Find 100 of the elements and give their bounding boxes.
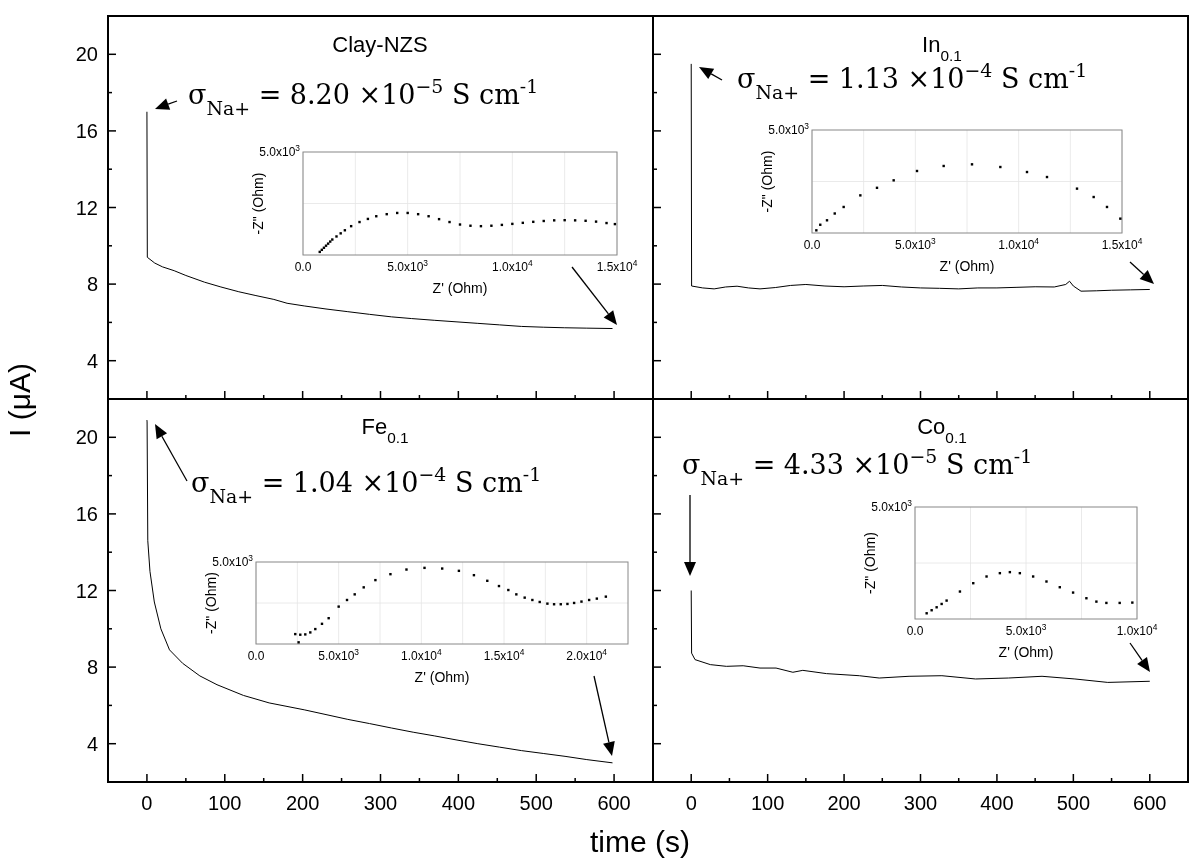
point: [458, 223, 462, 226]
x-tick-label: 1.5x10$^{4}$: [596, 258, 638, 274]
point: [942, 164, 945, 168]
x-tick-label: 500: [1056, 792, 1091, 814]
point: [1085, 597, 1088, 600]
point: [925, 612, 928, 615]
x-axis-title: Z' (Ohm): [414, 669, 470, 685]
x-tick-label: 0: [685, 792, 697, 814]
x-axis-title: Z' (Ohm): [998, 644, 1054, 660]
point: [815, 229, 818, 232]
x-tick-label: 1.0x10$^{4}$: [1116, 622, 1158, 638]
point: [1092, 195, 1095, 199]
point: [935, 606, 938, 609]
x-tick-label: 200: [285, 792, 320, 814]
point: [580, 600, 583, 603]
y-tick-label: 20: [75, 426, 98, 449]
point: [1045, 580, 1048, 583]
line-series: [146, 419, 614, 764]
x-tick-label: 1.0x10$^{4}$: [400, 647, 443, 663]
point: [523, 596, 526, 599]
text: Clay-NZS: [332, 32, 428, 57]
x-tick-label: 0.0: [803, 238, 821, 252]
point: [553, 219, 556, 222]
annotation: σ$_{Na+}$ = 1.04 ×10$^{−4}$ S cm$^{-1}$: [191, 463, 542, 507]
point: [358, 220, 361, 224]
point: [1105, 601, 1108, 605]
point: [605, 221, 608, 225]
x-tick-label: 200: [827, 792, 861, 814]
point: [604, 595, 608, 598]
point: [1071, 591, 1075, 594]
y-axis-title: -Z" (Ohm): [759, 150, 775, 213]
x-tick-label: 600: [1133, 792, 1167, 814]
point: [339, 232, 342, 235]
x-tick-label: 1.0x10$^{4}$: [491, 258, 534, 274]
point: [945, 599, 948, 602]
point: [999, 165, 1002, 169]
point: [985, 575, 988, 578]
point: [1118, 601, 1121, 605]
point: [490, 224, 493, 227]
point: [958, 590, 962, 593]
point: [566, 602, 569, 606]
x-tick-label: 0.0: [906, 624, 924, 638]
annotation: σ$_{Na+}$ = 8.20 ×10$^{−5}$ S cm$^{-1}$: [188, 75, 539, 119]
x-tick-label: 1.5x10$^{4}$: [483, 647, 525, 663]
annotation: 5.0x10$^{3}$: [259, 143, 301, 159]
x-tick-label: 400: [441, 792, 476, 814]
point: [389, 572, 392, 576]
x-tick-label: 100: [208, 792, 242, 814]
x-tick-label: 5.0x10$^{3}$: [387, 258, 429, 274]
y-tick-label: 16: [75, 119, 98, 142]
x-tick-label: 300: [363, 792, 398, 814]
point: [374, 578, 377, 582]
x-tick-label: 300: [903, 792, 938, 814]
point: [448, 220, 451, 224]
x-tick-label: 600: [597, 792, 631, 814]
y-axis-title: -Z" (Ohm): [862, 532, 878, 594]
x-tick-label: 2.0x10$^{4}$: [566, 647, 608, 663]
point: [842, 205, 845, 209]
x-tick-label: 5.0x10$^{3}$: [894, 236, 937, 252]
annotation: 5.0x10$^{3}$: [871, 498, 913, 514]
text: In$_{0.1}$: [922, 32, 962, 64]
point: [327, 616, 330, 620]
x-tick-label: 5.0x10$^{3}$: [1005, 622, 1047, 638]
y-tick-label: 8: [86, 273, 98, 296]
point: [573, 219, 577, 222]
point: [970, 163, 974, 166]
point: [335, 235, 338, 238]
point: [1031, 575, 1035, 578]
x-axis-title: time (s): [590, 825, 690, 858]
x-tick-label: 100: [750, 792, 785, 814]
point: [940, 602, 943, 606]
point: [309, 631, 312, 634]
y-axis-title: I (μA): [3, 363, 36, 437]
point: [515, 593, 518, 596]
y-tick-label: 4: [86, 349, 98, 372]
annotation: 5.0x10$^{3}$: [768, 121, 810, 137]
x-tick-label: 1.0x10$^{4}$: [998, 236, 1040, 252]
y-axis-title: -Z" (Ohm): [250, 172, 266, 235]
point: [314, 627, 317, 631]
y-tick-label: 20: [75, 43, 98, 66]
point: [531, 598, 534, 602]
point: [859, 194, 862, 197]
x-tick-label: 0.0: [294, 260, 312, 274]
y-tick-label: 12: [75, 579, 98, 602]
y-axis-title: -Z" (Ohm): [203, 572, 219, 634]
point: [833, 212, 836, 215]
x-tick-label: 0: [141, 792, 153, 814]
text: Co$_{0.1}$: [917, 414, 967, 446]
point: [405, 568, 408, 571]
point: [441, 567, 444, 570]
point: [337, 605, 340, 608]
y-tick-label: 12: [75, 196, 98, 219]
point: [1119, 217, 1122, 220]
point: [1075, 187, 1079, 190]
x-axis-title: Z' (Ohm): [939, 258, 995, 274]
text: Fe$_{0.1}$: [361, 414, 409, 446]
point: [469, 224, 472, 227]
x-tick-label: 500: [519, 792, 553, 814]
x-tick-label: 5.0x10$^{3}$: [318, 647, 360, 663]
point: [304, 633, 307, 636]
